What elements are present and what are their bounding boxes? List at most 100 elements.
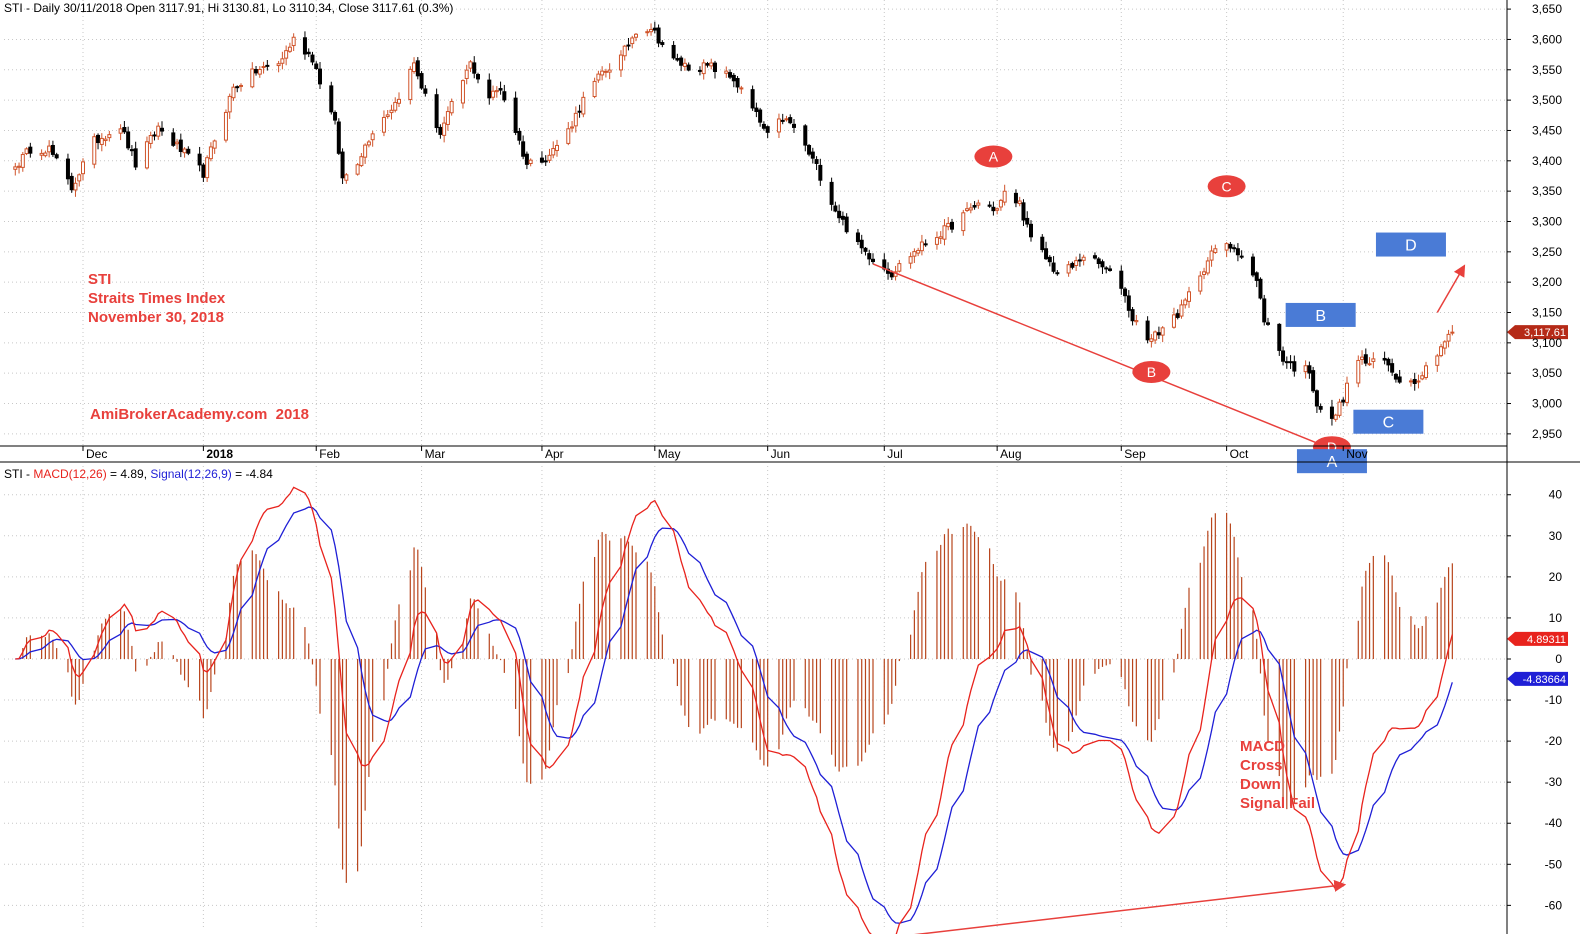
candle-body	[1284, 361, 1289, 364]
candle	[679, 55, 684, 72]
candle	[1277, 323, 1282, 356]
candle-body	[603, 70, 608, 73]
candle	[705, 61, 710, 68]
candle-body	[551, 148, 556, 156]
candle-body	[1318, 406, 1323, 410]
candle	[468, 60, 473, 73]
candle-body	[649, 28, 654, 33]
candle	[1017, 196, 1022, 207]
candle	[1175, 309, 1180, 320]
candle	[1356, 355, 1361, 388]
price-y-tick-label: 3,600	[1532, 32, 1562, 46]
candle-body	[287, 46, 292, 52]
candle	[336, 118, 341, 155]
candle	[306, 48, 311, 58]
candle-body	[144, 141, 149, 169]
candle-body	[235, 86, 240, 89]
candle	[1187, 286, 1191, 308]
candle-body	[205, 157, 210, 179]
candle-body	[201, 164, 206, 178]
candle-body	[1382, 357, 1387, 361]
candle	[47, 140, 52, 158]
candle	[863, 247, 868, 256]
candle-body	[829, 181, 834, 205]
candle-body	[291, 36, 296, 47]
candle-body	[750, 89, 755, 109]
candle	[844, 213, 849, 234]
candle-body	[47, 145, 52, 153]
candle	[622, 44, 627, 61]
candle	[197, 146, 202, 172]
candle	[908, 252, 913, 269]
candle-body	[1047, 256, 1052, 263]
candle	[171, 128, 176, 147]
candle-body	[1209, 250, 1214, 261]
candle	[160, 121, 164, 136]
candle-body	[596, 73, 601, 81]
candle-body	[250, 68, 255, 88]
candle	[618, 50, 623, 77]
candle	[423, 85, 428, 97]
candle-body	[1040, 236, 1045, 251]
candle-body	[724, 70, 729, 74]
watermark: AmiBrokerAcademy.com 2018	[90, 406, 309, 423]
candle-body	[1311, 370, 1316, 392]
candle	[1130, 307, 1135, 326]
candle-body	[306, 51, 311, 55]
candle	[1029, 220, 1033, 242]
candle	[1066, 260, 1071, 277]
candle	[1382, 351, 1387, 365]
candle	[660, 40, 665, 48]
candle	[950, 218, 954, 233]
candle-body	[1044, 248, 1049, 260]
candle-body	[1092, 255, 1097, 259]
candle-body	[449, 101, 454, 114]
candle-body	[336, 121, 341, 154]
candle	[1254, 271, 1259, 288]
candle	[987, 201, 992, 208]
candle-body	[182, 148, 187, 154]
candle-body	[13, 166, 18, 170]
candle	[581, 91, 586, 118]
oval-label-a: A	[974, 145, 1013, 168]
box-label-c: C	[1353, 409, 1424, 434]
candle	[39, 149, 44, 160]
candle	[566, 122, 571, 146]
candle-body	[1360, 356, 1365, 360]
candle	[1145, 316, 1150, 344]
candle-body	[1224, 243, 1229, 251]
candle-body	[363, 144, 368, 158]
title-line-1: STI	[88, 271, 111, 288]
candle	[1051, 256, 1056, 274]
candle-body	[103, 138, 108, 142]
candle-body	[1235, 248, 1240, 256]
price-y-tick-label: 3,300	[1532, 214, 1562, 228]
candle-body	[302, 37, 307, 55]
candle	[235, 85, 240, 93]
candle	[1108, 265, 1112, 272]
macd-line	[15, 486, 1453, 939]
candle	[314, 61, 319, 70]
candle-body	[735, 78, 740, 88]
candle-body	[261, 66, 266, 69]
candle-body	[107, 134, 112, 139]
last-price-tag-text: 3,117.61	[1524, 327, 1566, 339]
candle	[724, 66, 729, 78]
candle-body	[1386, 358, 1391, 366]
candle-body	[645, 31, 650, 34]
candle-body	[1025, 217, 1030, 225]
candle	[445, 106, 450, 131]
candle	[355, 163, 360, 176]
macd-header: STI - MACD(12,26) = 4.89, Signal(12,26,9…	[4, 467, 273, 481]
candle	[555, 139, 559, 157]
candle-body	[792, 123, 796, 128]
candle	[1228, 242, 1233, 253]
candle	[675, 53, 680, 62]
candle-body	[487, 79, 492, 99]
candle	[144, 136, 149, 170]
candle	[54, 152, 59, 160]
macd-value-tag: 4.89311	[1507, 631, 1568, 646]
candle-body	[1171, 314, 1176, 328]
candle-body	[1149, 338, 1154, 342]
candle-body	[1066, 264, 1071, 274]
